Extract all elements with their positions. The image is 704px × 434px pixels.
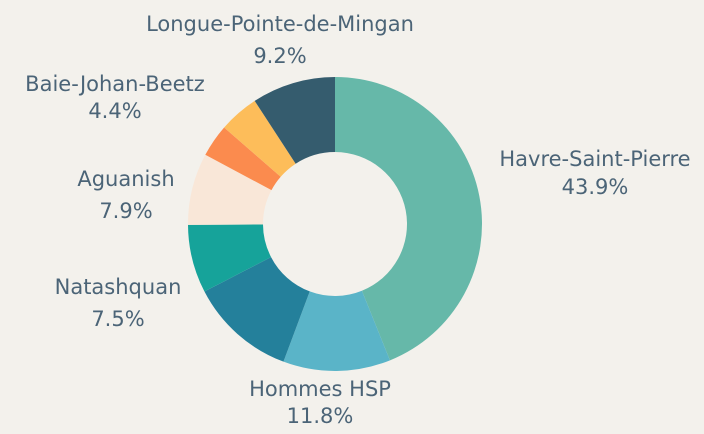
segment-label: Havre-Saint-Pierre bbox=[499, 147, 690, 171]
segment-label: Hommes HSP bbox=[249, 377, 391, 401]
segment-value: 4.4% bbox=[88, 99, 141, 123]
segment-value: 7.5% bbox=[91, 307, 144, 331]
donut-segment bbox=[283, 290, 390, 371]
donut-segment bbox=[188, 224, 272, 292]
segment-label: Longue-Pointe-de-Mingan bbox=[146, 12, 414, 36]
segment-label: Natashquan bbox=[55, 275, 182, 299]
donut-segment bbox=[187, 154, 272, 225]
segment-value: 43.9% bbox=[562, 175, 629, 199]
donut-segment bbox=[254, 77, 335, 164]
segment-label: Aguanish bbox=[77, 167, 174, 191]
donut-segment bbox=[335, 77, 483, 361]
segment-value: 7.9% bbox=[99, 199, 152, 223]
donut-segment bbox=[204, 257, 310, 362]
donut-segment bbox=[224, 100, 296, 177]
donut-segment bbox=[205, 127, 281, 191]
segment-label: Baie-Johan-Beetz bbox=[25, 72, 205, 96]
segment-value: 9.2% bbox=[253, 44, 306, 68]
segment-value: 11.8% bbox=[287, 404, 354, 428]
